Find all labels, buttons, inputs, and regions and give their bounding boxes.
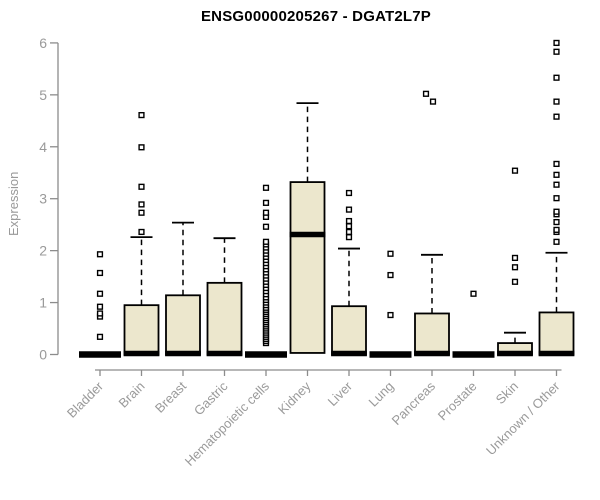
outlier-point xyxy=(96,290,104,297)
x-tick-label: Breast xyxy=(152,378,189,415)
box-hematopoietic-cells xyxy=(245,184,287,358)
outlier-point xyxy=(345,234,353,241)
outlier-point xyxy=(511,278,519,285)
box-unknown-other xyxy=(538,39,575,357)
y-tick-label: 3 xyxy=(39,191,47,207)
outlier-point xyxy=(553,171,560,178)
outlier-point xyxy=(138,228,145,236)
outlier-point xyxy=(345,228,353,236)
x-tick-label: Pancreas xyxy=(389,378,439,428)
box-lung xyxy=(369,250,412,358)
outlier-point xyxy=(138,201,145,208)
outlier-point xyxy=(138,183,145,190)
outlier-point xyxy=(511,167,519,174)
x-tick-label: Skin xyxy=(493,379,521,407)
outlier-point xyxy=(262,223,270,230)
outlier-point xyxy=(553,218,560,226)
outlier-point xyxy=(96,303,104,310)
outlier-point xyxy=(422,90,430,97)
x-tick-label: Bladder xyxy=(64,378,107,421)
box-brain xyxy=(123,112,160,357)
outlier-point xyxy=(345,189,353,197)
box-breast xyxy=(165,221,201,357)
y-tick-label: 5 xyxy=(39,87,47,103)
outlier-point xyxy=(553,113,560,120)
outlier-point xyxy=(553,226,560,233)
outlier-point xyxy=(553,238,560,245)
outlier-point xyxy=(96,251,104,258)
outlier-point xyxy=(553,48,560,55)
outlier-point xyxy=(345,217,353,225)
y-tick-label: 0 xyxy=(39,347,47,363)
box-skin xyxy=(497,167,533,357)
x-tick-label: Brain xyxy=(116,379,148,411)
x-tick-label: Gastric xyxy=(191,378,231,418)
outlier-point xyxy=(262,199,270,206)
outlier-point xyxy=(262,238,270,245)
x-tick-label: Kidney xyxy=(275,378,314,417)
box-liver xyxy=(331,189,367,357)
chart-title: ENSG00000205267 - DGAT2L7P xyxy=(200,8,432,25)
outlier-point xyxy=(387,271,394,279)
outlier-point xyxy=(96,333,104,340)
outlier-point xyxy=(553,195,560,202)
outlier-point xyxy=(387,250,394,257)
box-pancreas xyxy=(414,90,450,357)
y-tick-label: 4 xyxy=(39,139,47,155)
outlier-point xyxy=(262,184,270,191)
outlier-point xyxy=(553,208,560,215)
x-tick-label: Prostate xyxy=(435,379,480,424)
outlier-point xyxy=(470,290,477,297)
outlier-point xyxy=(345,223,353,230)
y-tick-label: 2 xyxy=(39,243,47,259)
outlier-point xyxy=(96,269,104,277)
box-kidney xyxy=(289,102,326,354)
outlier-point xyxy=(262,209,270,216)
box-bladder xyxy=(79,251,121,358)
outlier-point xyxy=(553,74,560,81)
outlier-point xyxy=(511,264,519,271)
outlier-point xyxy=(553,160,560,168)
outlier-point xyxy=(553,181,560,188)
x-tick-label: Lung xyxy=(366,379,397,410)
outlier-point xyxy=(429,98,437,105)
y-tick-label: 6 xyxy=(39,35,47,51)
box-gastric xyxy=(206,237,243,357)
outlier-point xyxy=(138,112,145,119)
outlier-point xyxy=(138,209,145,216)
outlier-point xyxy=(511,254,519,262)
outlier-point xyxy=(96,310,104,317)
outlier-point xyxy=(345,206,353,213)
y-tick-label: 1 xyxy=(39,295,47,311)
box-prostate xyxy=(452,290,495,358)
outlier-point xyxy=(138,144,145,151)
x-tick-label: Liver xyxy=(325,378,356,409)
outlier-point xyxy=(553,98,560,105)
outlier-point xyxy=(553,39,560,47)
x-tick-label: Unknown / Other xyxy=(483,378,563,458)
y-axis: 0 1 2 3 4 5 6 xyxy=(39,35,59,363)
outlier-point xyxy=(387,311,394,319)
